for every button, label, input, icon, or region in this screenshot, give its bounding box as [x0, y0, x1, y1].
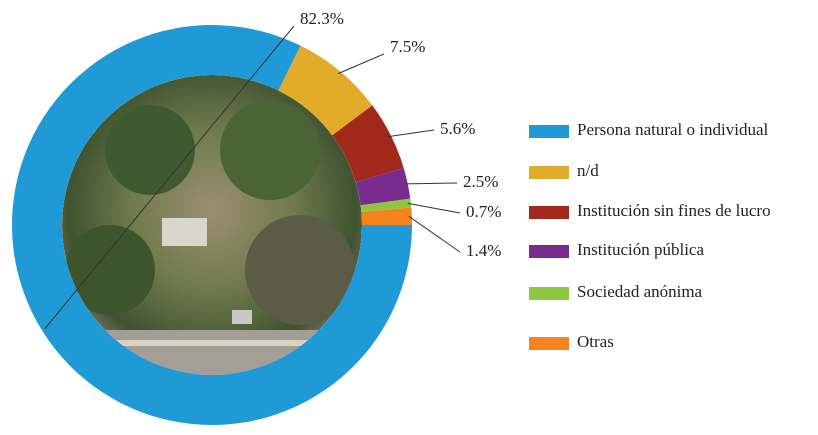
legend-swatch	[529, 337, 569, 350]
legend-swatch	[529, 166, 569, 179]
leader-line	[337, 53, 385, 75]
data-label: 2.5%	[463, 172, 498, 191]
donut-slice	[278, 45, 373, 136]
donut-slice	[360, 198, 412, 212]
leader-line	[388, 129, 435, 138]
legend-label: Institución pública	[577, 240, 704, 259]
leader-line	[44, 25, 295, 330]
leader-line	[407, 202, 461, 214]
legend-swatch	[529, 206, 569, 219]
data-label: 7.5%	[390, 37, 425, 56]
data-label: 5.6%	[440, 119, 475, 138]
donut-slice	[332, 105, 404, 183]
legend-label: Institución sin fines de lucro	[577, 201, 771, 220]
data-label: 0.7%	[466, 202, 501, 221]
legend-swatch	[529, 125, 569, 138]
legend-label: n/d	[577, 161, 599, 180]
legend-swatch	[529, 245, 569, 258]
data-label: 82.3%	[300, 9, 344, 28]
data-label: 1.4%	[466, 241, 501, 260]
donut-slice	[355, 167, 411, 206]
leader-line	[408, 215, 461, 253]
legend-label: Sociedad anónima	[577, 282, 703, 301]
legend-label: Otras	[577, 332, 614, 351]
donut-slice	[361, 207, 412, 225]
legend-swatch	[529, 287, 569, 300]
legend-label: Persona natural o individual	[577, 120, 768, 139]
leader-line	[404, 182, 458, 185]
